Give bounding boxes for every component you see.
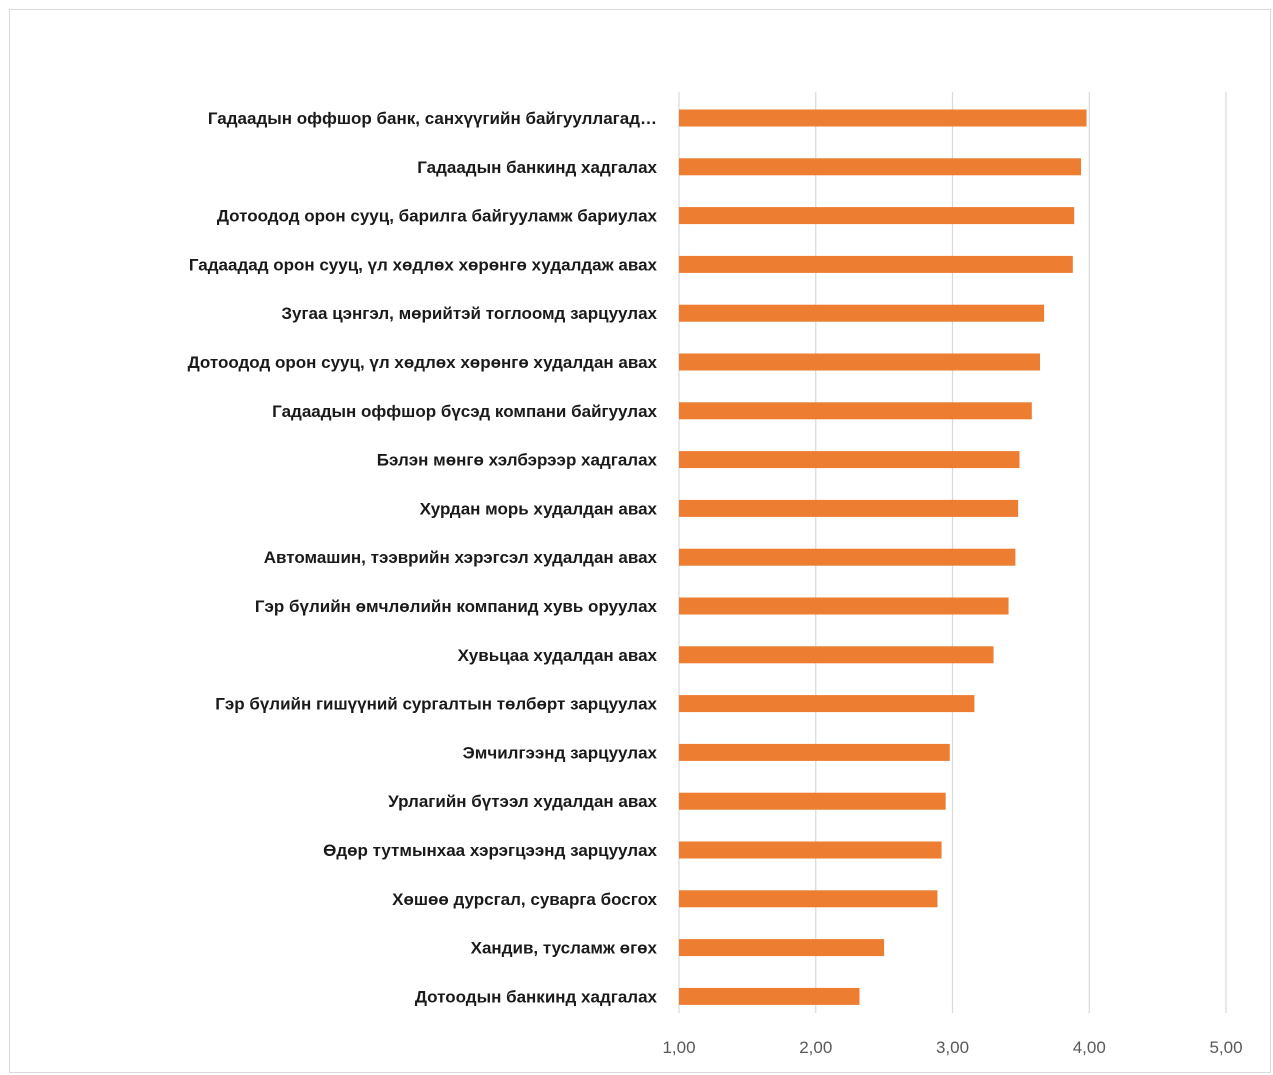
category-label: Хурдан морь худалдан авах <box>420 499 658 518</box>
bar <box>679 597 1009 615</box>
category-label: Гэр бүлийн гишүүний сургалтын төлбөрт за… <box>215 695 657 714</box>
category-label: Гадаадад орон сууц, үл хөдлөх хөрөнгө ху… <box>189 255 658 274</box>
category-label: Урлагийн бүтээл худалдан авах <box>388 792 657 811</box>
bar <box>679 939 885 957</box>
category-label: Хөшөө дурсгал, суварга босгох <box>392 890 657 909</box>
bar <box>679 646 994 664</box>
bars <box>679 109 1087 1005</box>
category-label: Бэлэн мөнгө хэлбэрээр хадгалах <box>377 451 658 470</box>
bar-chart: Гадаадын оффшор банк, санхүүгийн байгуул… <box>188 92 1243 1057</box>
chart-frame: Гадаадын оффшор банк, санхүүгийн байгуул… <box>9 9 1271 1073</box>
category-label: Гадаадын оффшор банк, санхүүгийн байгуул… <box>208 109 657 128</box>
category-label: Хандив, тусламж өгөх <box>471 939 658 958</box>
category-label: Гадаадын банкинд хадгалах <box>417 158 657 177</box>
bar <box>679 353 1041 371</box>
bar <box>679 207 1075 225</box>
category-label: Гадаадын оффшор бүсэд компани байгуулах <box>272 402 657 421</box>
bar <box>679 987 860 1005</box>
x-tick-label: 5,00 <box>1209 1038 1242 1057</box>
bar <box>679 548 1016 566</box>
category-label: Эмчилгээнд зарцуулах <box>463 743 658 762</box>
x-tick-label: 3,00 <box>936 1038 969 1057</box>
category-labels: Гадаадын оффшор банк, санхүүгийн байгуул… <box>188 109 658 1006</box>
bar <box>679 304 1045 322</box>
category-label: Өдөр тутмынхаа хэрэгцээнд зарцуулах <box>323 841 657 860</box>
bar <box>679 402 1032 420</box>
bar <box>679 158 1082 176</box>
category-label: Хувьцаа худалдан авах <box>458 646 658 665</box>
x-tick-label: 2,00 <box>799 1038 832 1057</box>
category-label: Зугаа цэнгэл, мөрийтэй тоглоомд зарцуула… <box>281 304 657 323</box>
category-label: Гэр бүлийн өмчлөлийн компанид хувь оруул… <box>255 597 658 616</box>
category-label: Дотоодод орон сууц, үл хөдлөх хөрөнгө ху… <box>188 353 658 372</box>
category-label: Дотоодод орон сууц, барилга байгууламж б… <box>217 207 658 226</box>
category-label: Дотоодын банкинд хадгалах <box>415 987 658 1006</box>
x-tick-label: 1,00 <box>662 1038 695 1057</box>
bar <box>679 841 942 859</box>
x-tick-label: 4,00 <box>1073 1038 1106 1057</box>
bar <box>679 255 1073 273</box>
bar <box>679 499 1019 517</box>
bar <box>679 743 950 761</box>
bar <box>679 109 1087 127</box>
x-axis-tick-labels: 1,00 2,00 3,00 4,00 5,00 <box>662 1038 1242 1057</box>
bar <box>679 890 938 908</box>
bar <box>679 451 1020 469</box>
category-label: Автомашин, тээврийн хэрэгсэл худалдан ав… <box>264 548 658 567</box>
bar <box>679 695 975 713</box>
bar <box>679 792 946 810</box>
